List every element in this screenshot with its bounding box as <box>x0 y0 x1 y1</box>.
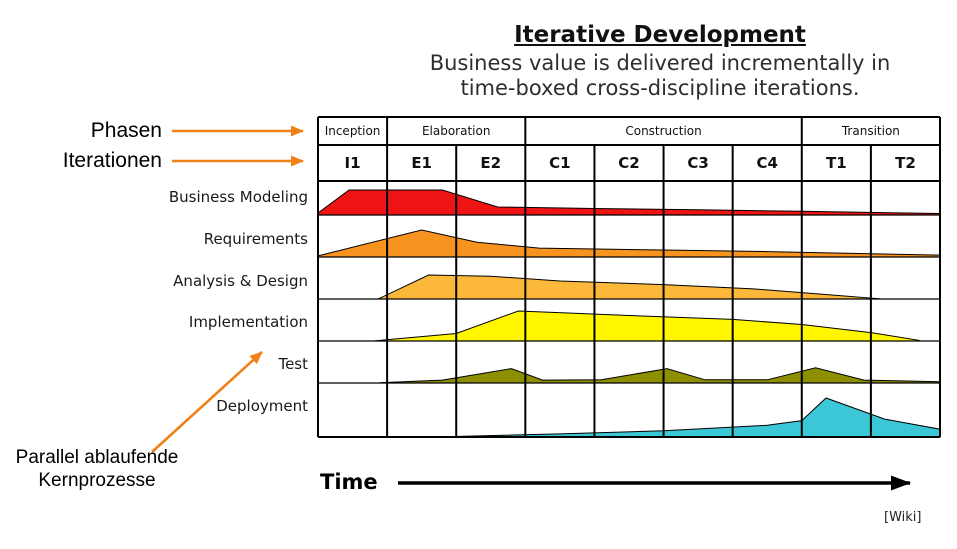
iteration-cell-t2: T2 <box>895 154 916 172</box>
workload-shape-requirements <box>317 229 941 258</box>
parallel-processes-line2: Kernprozesse <box>38 470 156 492</box>
annotation-arrows <box>151 125 911 491</box>
parallel-processes-annotation: Parallel ablaufende Kernprozesse <box>0 446 194 492</box>
iteration-cell-c4: C4 <box>756 154 778 172</box>
discipline-label-analysis-design: Analysis & Design <box>173 272 308 290</box>
diagram-subtitle-line2: time-boxed cross-discipline iterations. <box>460 75 860 100</box>
diagram-header: Iterative Development Business value is … <box>300 22 957 101</box>
workload-shape-test <box>379 367 941 384</box>
iteration-cell-c1: C1 <box>549 154 571 172</box>
grid-lines <box>317 116 941 438</box>
workload-shape-analysis-design <box>377 274 881 300</box>
phase-cell-construction: Construction <box>625 124 702 138</box>
discipline-label-business-modeling: Business Modeling <box>168 188 308 206</box>
workload-shape-deployment <box>448 397 941 438</box>
iteration-cell-c3: C3 <box>687 154 709 172</box>
iteration-cell-e2: E2 <box>480 154 502 172</box>
iteration-cell-e1: E1 <box>411 154 432 172</box>
iterations-annotation-label: Iterationen <box>62 149 162 172</box>
source-citation: [Wiki] <box>884 510 922 525</box>
phase-cell-elaboration: Elaboration <box>421 124 491 138</box>
discipline-label-test: Test <box>278 355 308 373</box>
discipline-label-implementation: Implementation <box>188 313 308 331</box>
phase-cell-inception: Inception <box>324 124 381 138</box>
iteration-cell-i1: I1 <box>344 154 361 172</box>
phases-annotation-label: Phasen <box>90 119 162 142</box>
parallel-processes-line1: Parallel ablaufende <box>15 447 179 468</box>
phase-cell-transition: Transition <box>841 124 900 138</box>
workload-shape-business-modeling <box>317 189 941 216</box>
parallel-processes-arrow <box>151 351 263 453</box>
diagram-title: Iterative Development <box>514 22 806 48</box>
discipline-workload-shapes <box>317 189 941 438</box>
discipline-label-deployment: Deployment <box>216 397 308 415</box>
time-axis-label: Time <box>320 470 378 494</box>
workload-shape-implementation <box>373 310 920 342</box>
iteration-cell-c2: C2 <box>618 154 640 172</box>
diagram-subtitle-line1: Business value is delivered incrementall… <box>429 51 891 75</box>
iteration-cell-t1: T1 <box>825 154 847 172</box>
discipline-label-requirements: Requirements <box>203 230 308 248</box>
